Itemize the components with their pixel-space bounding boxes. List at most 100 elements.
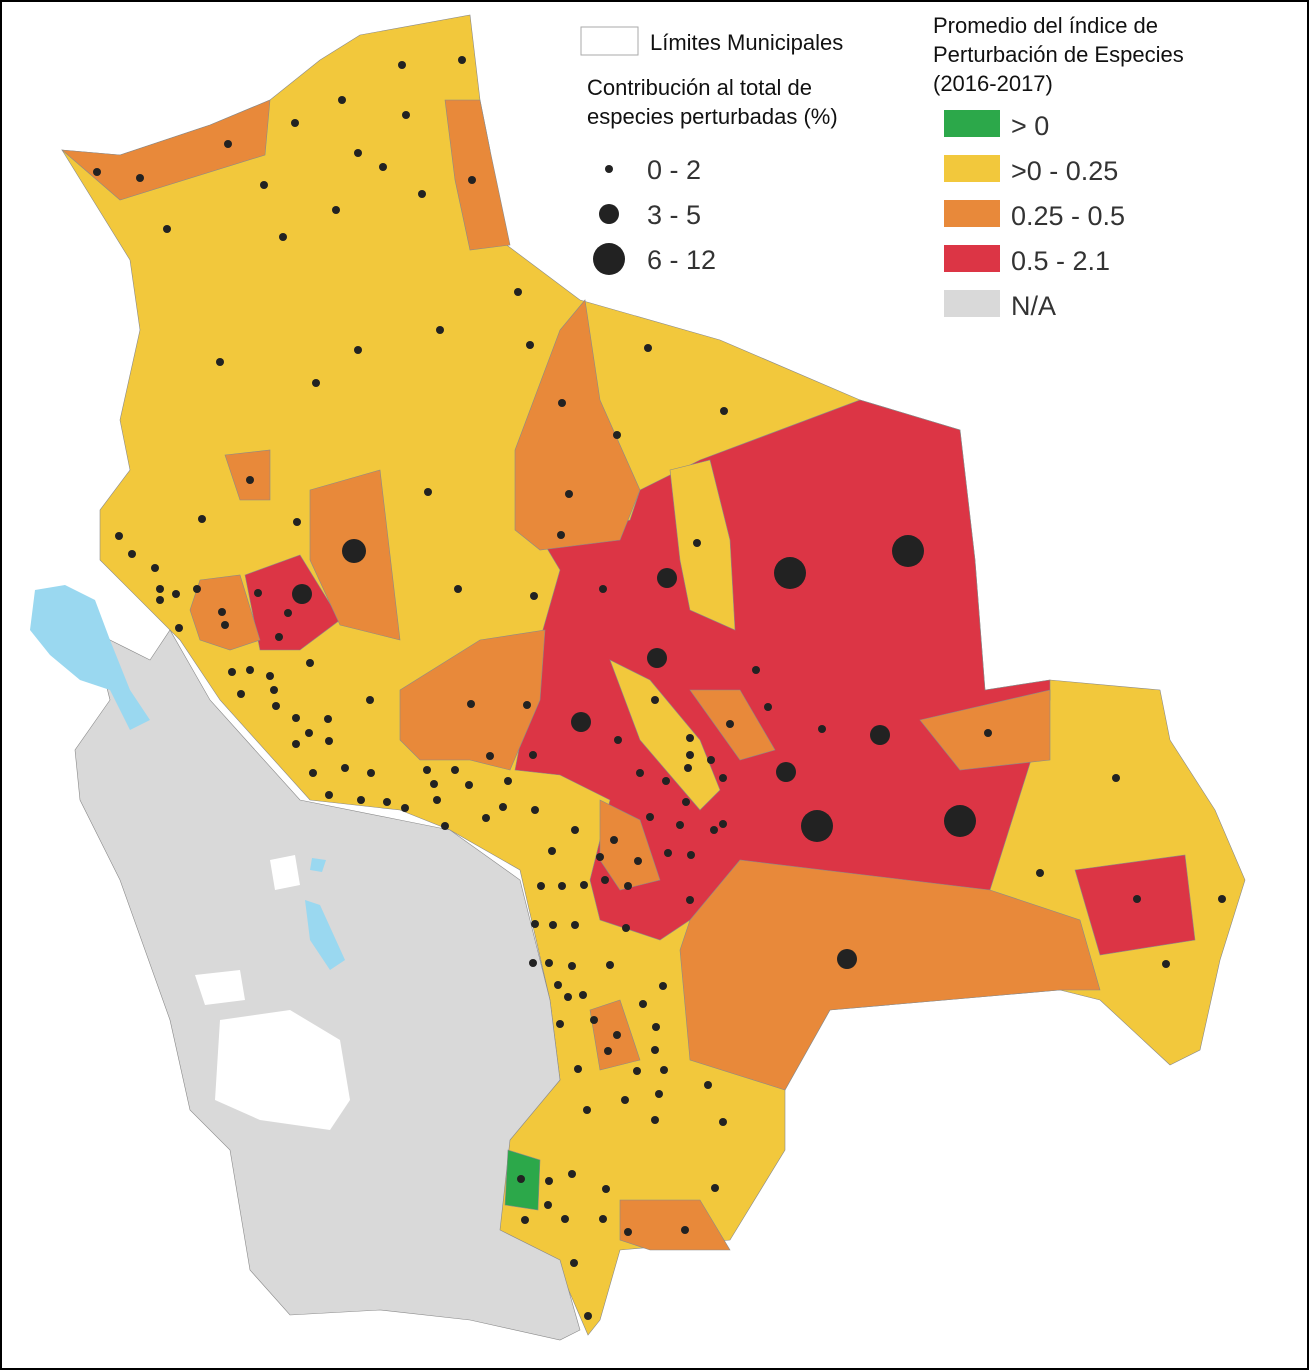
municipality-dot bbox=[837, 949, 857, 969]
municipality-dot bbox=[216, 358, 224, 366]
region bbox=[224, 449, 271, 501]
region bbox=[919, 689, 1051, 771]
municipality-dot bbox=[379, 163, 387, 171]
municipality-dot bbox=[659, 982, 667, 990]
municipality-dot bbox=[646, 813, 654, 821]
municipality-dot bbox=[246, 476, 254, 484]
municipality-dot bbox=[436, 326, 444, 334]
size-legend-label: 6 - 12 bbox=[647, 245, 716, 275]
municipality-dot bbox=[482, 814, 490, 822]
municipality-dot bbox=[764, 703, 772, 711]
color-legend-title: Promedio del índice de bbox=[933, 13, 1158, 38]
municipality-dot bbox=[218, 608, 226, 616]
municipality-dot bbox=[272, 702, 280, 710]
region bbox=[1074, 854, 1196, 956]
municipality-dot bbox=[584, 1312, 592, 1320]
municipality-dot bbox=[325, 791, 333, 799]
color-legend-label: N/A bbox=[1011, 291, 1056, 321]
municipality-dot bbox=[279, 233, 287, 241]
municipality-dot bbox=[526, 341, 534, 349]
municipality-dot bbox=[561, 1215, 569, 1223]
municipality-dot bbox=[441, 822, 449, 830]
municipality-dot bbox=[291, 119, 299, 127]
municipality-dot bbox=[324, 715, 332, 723]
municipality-dot bbox=[401, 804, 409, 812]
dots bbox=[93, 56, 1226, 1320]
municipality-dot bbox=[1133, 895, 1141, 903]
municipality-dot bbox=[984, 729, 992, 737]
color-legend-label: 0.5 - 2.1 bbox=[1011, 246, 1110, 276]
municipality-dot bbox=[558, 399, 566, 407]
municipality-dot bbox=[624, 1228, 632, 1236]
boundary-swatch bbox=[580, 26, 639, 56]
municipality-dot bbox=[599, 585, 607, 593]
municipality-dot bbox=[458, 56, 466, 64]
municipality-dot bbox=[499, 803, 507, 811]
municipality-dot bbox=[606, 961, 614, 969]
municipality-dot bbox=[583, 1106, 591, 1114]
municipality-dot bbox=[651, 1116, 659, 1124]
municipality-dot bbox=[687, 851, 695, 859]
map bbox=[30, 14, 1246, 1341]
municipality-dot bbox=[776, 762, 796, 782]
color-swatch bbox=[944, 245, 1000, 272]
municipality-dot bbox=[622, 924, 630, 932]
boundary-label: Límites Municipales bbox=[650, 30, 843, 55]
municipality-dot bbox=[275, 633, 283, 641]
municipality-dot bbox=[655, 1090, 663, 1098]
municipality-dot bbox=[115, 532, 123, 540]
color-swatch bbox=[944, 110, 1000, 137]
municipality-dot bbox=[423, 766, 431, 774]
municipality-dot bbox=[944, 805, 976, 837]
municipality-dot bbox=[514, 288, 522, 296]
municipality-dot bbox=[676, 821, 684, 829]
municipality-dot bbox=[662, 777, 670, 785]
municipality-dot bbox=[430, 780, 438, 788]
municipality-dot bbox=[870, 725, 890, 745]
municipality-dot bbox=[639, 1000, 647, 1008]
municipality-dot bbox=[357, 796, 365, 804]
region bbox=[619, 1199, 731, 1251]
municipality-dot bbox=[681, 1226, 689, 1234]
municipality-dot bbox=[523, 701, 531, 709]
municipality-dot bbox=[342, 539, 366, 563]
municipality-dot bbox=[93, 168, 101, 176]
color-legend-title: (2016-2017) bbox=[933, 71, 1053, 96]
municipality-dot bbox=[545, 959, 553, 967]
region bbox=[609, 659, 721, 811]
municipality-dot bbox=[636, 769, 644, 777]
municipality-dot bbox=[1112, 774, 1120, 782]
municipality-dot bbox=[818, 725, 826, 733]
color-swatch bbox=[944, 155, 1000, 182]
municipality-dot bbox=[633, 1067, 641, 1075]
municipality-dot bbox=[454, 585, 462, 593]
municipality-dot bbox=[565, 490, 573, 498]
municipality-dot bbox=[596, 853, 604, 861]
color-legend-label: > 0 bbox=[1011, 111, 1049, 141]
municipality-dot bbox=[652, 1023, 660, 1031]
municipality-dot bbox=[221, 621, 229, 629]
municipality-dot bbox=[151, 564, 159, 572]
municipality-dot bbox=[1036, 869, 1044, 877]
municipality-dot bbox=[156, 585, 164, 593]
municipality-dot bbox=[613, 431, 621, 439]
municipality-dot bbox=[260, 181, 268, 189]
municipality-dot bbox=[544, 1201, 552, 1209]
size-legend-title: especies perturbadas (%) bbox=[587, 104, 838, 129]
region bbox=[669, 459, 736, 631]
municipality-dot bbox=[610, 836, 618, 844]
size-swatch bbox=[605, 165, 613, 173]
municipality-dot bbox=[568, 962, 576, 970]
municipality-dot bbox=[530, 592, 538, 600]
municipality-dot bbox=[367, 769, 375, 777]
municipality-dot bbox=[504, 777, 512, 785]
municipality-dot bbox=[684, 764, 692, 772]
municipality-dot bbox=[571, 826, 579, 834]
municipality-dot bbox=[402, 111, 410, 119]
municipality-dot bbox=[418, 190, 426, 198]
municipality-dot bbox=[719, 820, 727, 828]
municipality-dot bbox=[1218, 895, 1226, 903]
municipality-dot bbox=[193, 585, 201, 593]
municipality-dot bbox=[580, 881, 588, 889]
